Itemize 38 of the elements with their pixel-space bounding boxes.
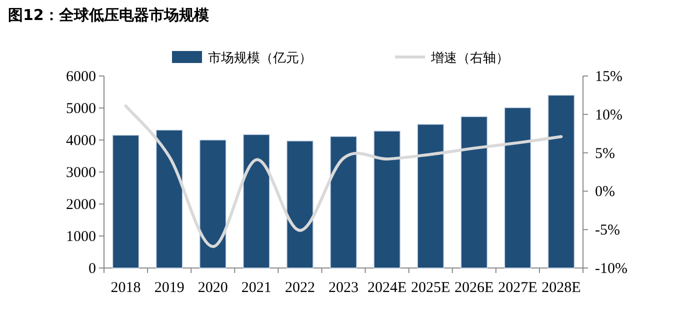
y-tick-label: 3000	[66, 165, 96, 181]
y2-tick-label: 0%	[595, 184, 615, 200]
legend-label: 市场规模（亿元）	[208, 51, 312, 66]
x-tick-label: 2021	[241, 280, 272, 296]
y-tick-label: 4000	[66, 133, 96, 149]
x-tick-label: 2023	[328, 280, 358, 296]
y-tick-label: 5000	[66, 101, 96, 117]
x-tick-label: 2028E	[542, 280, 581, 296]
y-tick-label: 0	[88, 261, 96, 277]
bar	[374, 130, 401, 268]
y-tick-label: 6000	[66, 69, 96, 85]
bar	[156, 130, 183, 268]
x-tick-label: 2025E	[411, 280, 450, 296]
x-tick-label: 2024E	[367, 280, 407, 296]
y2-tick-label: 5%	[595, 146, 615, 162]
y-tick-label: 2000	[66, 197, 96, 213]
y-tick-label: 1000	[66, 229, 96, 245]
bar	[504, 107, 532, 268]
chart-title: 图12：全球低压电器市场规模	[8, 6, 210, 24]
bar	[548, 94, 575, 268]
y2-tick-label: -5%	[595, 222, 620, 239]
y2-tick-label: -10%	[595, 261, 628, 277]
x-tick-label: 2022	[284, 280, 315, 296]
x-tick-label: 2020	[198, 280, 228, 296]
x-tick-label: 2018	[110, 280, 141, 296]
x-tick-label: 2027E	[498, 280, 538, 296]
bar	[112, 134, 140, 268]
bar	[199, 140, 226, 268]
bar	[417, 124, 444, 268]
bar	[330, 136, 357, 268]
bar	[460, 116, 488, 268]
bar	[286, 140, 314, 268]
x-tick-label: 2026E	[454, 280, 494, 296]
legend-label: 增速（右轴）	[430, 51, 509, 66]
y2-tick-label: 15%	[595, 69, 622, 85]
bar	[242, 134, 270, 268]
y2-tick-label: 10%	[595, 107, 622, 124]
x-tick-label: 2019	[154, 280, 184, 296]
